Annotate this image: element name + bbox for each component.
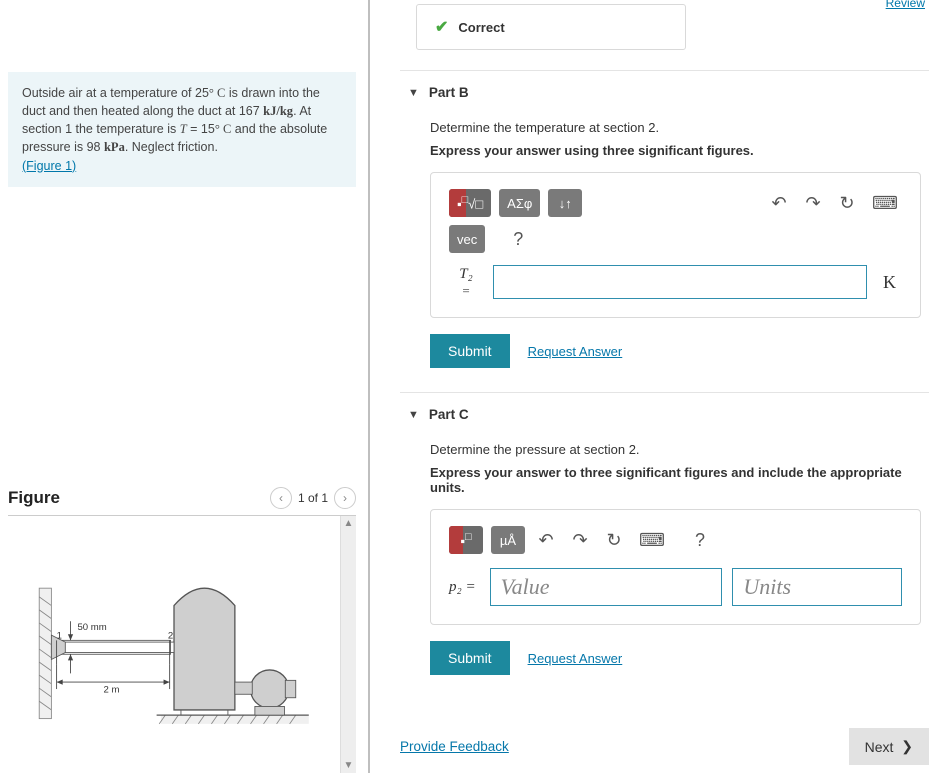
vec-button[interactable]: vec — [449, 225, 485, 253]
part-c-units-input[interactable]: Units — [732, 568, 902, 606]
footer: Provide Feedback Next ❯ — [400, 720, 929, 765]
figure-body: 50 mm 1 2 2 m ▲ ▼ — [8, 516, 356, 773]
help-icon[interactable]: ? — [501, 225, 535, 253]
part-c-subprompt: Express your answer to three significant… — [430, 465, 921, 495]
svg-text:2: 2 — [168, 630, 173, 641]
part-b-answer-input[interactable] — [493, 265, 867, 299]
undo-icon[interactable]: ↶ — [766, 191, 792, 216]
figure-prev-button[interactable]: ‹ — [270, 487, 292, 509]
deg-unit: ° C — [209, 86, 225, 100]
figure-header: Figure ‹ 1 of 1 › — [8, 487, 356, 516]
part-c-variable: p₂ = — [449, 579, 480, 596]
subscript-button[interactable]: ↓↑ — [548, 189, 582, 217]
part-b-header[interactable]: ▼ Part B — [400, 70, 929, 114]
undo-icon[interactable]: ↶ — [533, 528, 559, 553]
reset-icon[interactable]: ↻ — [834, 191, 860, 216]
redo-icon[interactable]: ↷ — [567, 528, 593, 553]
next-button[interactable]: Next ❯ — [849, 728, 929, 765]
provide-feedback-link[interactable]: Provide Feedback — [400, 739, 509, 754]
figure-next-button[interactable]: › — [334, 487, 356, 509]
part-c-toolbar: ▪□ µÅ ↶ ↷ ↻ ⌨ ? — [449, 526, 902, 554]
part-b-submit-button[interactable]: Submit — [430, 334, 510, 368]
part-c-header[interactable]: ▼ Part C — [400, 392, 929, 436]
keyboard-icon[interactable]: ⌨ — [635, 528, 669, 553]
figure-scrollbar[interactable]: ▲ ▼ — [340, 516, 356, 773]
scroll-up-icon[interactable]: ▲ — [341, 516, 356, 532]
part-c-body: Determine the pressure at section 2. Exp… — [400, 436, 929, 699]
template-button[interactable]: ▪□√□ — [449, 189, 491, 217]
chevron-right-icon: ❯ — [897, 738, 913, 755]
keyboard-icon[interactable]: ⌨ — [868, 191, 902, 216]
correct-feedback: ✔ Correct — [416, 4, 686, 50]
part-b-title: Part B — [429, 85, 469, 100]
deg-unit: ° C — [215, 122, 231, 136]
figure-title: Figure — [8, 488, 60, 508]
T-symbol: T — [180, 122, 187, 136]
scroll-down-icon[interactable]: ▼ — [341, 757, 356, 773]
part-b-input-row: T₂= K — [449, 265, 902, 299]
part-b-prompt: Determine the temperature at section 2. — [430, 120, 921, 135]
part-b-body: Determine the temperature at section 2. … — [400, 114, 929, 392]
part-b-unit: K — [877, 272, 902, 293]
part-b-toolbar-1: ▪□√□ ΑΣφ ↓↑ ↶ ↷ ↻ ⌨ — [449, 189, 902, 217]
redo-icon[interactable]: ↷ — [800, 191, 826, 216]
part-c-title: Part C — [429, 407, 469, 422]
template-button[interactable]: ▪□ — [449, 526, 483, 554]
part-c-answer-panel: ▪□ µÅ ↶ ↷ ↻ ⌨ ? p₂ = Value Units — [430, 509, 921, 625]
figure-link[interactable]: (Figure 1) — [22, 159, 76, 173]
part-c-actions: Submit Request Answer — [430, 641, 921, 675]
figure-pager-label: 1 of 1 — [298, 491, 328, 505]
units-kjkg: kJ/kg — [263, 104, 293, 118]
part-b-request-answer[interactable]: Request Answer — [528, 344, 623, 359]
problem-statement: Outside air at a temperature of 25° C is… — [8, 72, 356, 187]
collapse-icon: ▼ — [408, 87, 419, 99]
part-b-subprompt: Express your answer using three signific… — [430, 143, 921, 158]
correct-label: Correct — [458, 20, 504, 35]
checkmark-icon: ✔ — [435, 17, 448, 37]
svg-text:2 m: 2 m — [104, 684, 120, 695]
greek-button[interactable]: ΑΣφ — [499, 189, 540, 217]
problem-text: Outside air at a temperature of 25 — [22, 86, 209, 100]
figure-image: 50 mm 1 2 2 m — [8, 516, 340, 773]
review-link[interactable]: Review — [886, 0, 925, 10]
units-kpa: kPa — [104, 140, 125, 154]
T-value: = 15 — [187, 122, 215, 136]
units-button[interactable]: µÅ — [491, 526, 525, 554]
reset-icon[interactable]: ↻ — [601, 528, 627, 553]
part-b-toolbar-2: vec ? — [449, 225, 902, 253]
part-b-variable: T₂= — [449, 266, 483, 299]
right-column: Review ✔ Correct ▼ Part B Determine the … — [370, 0, 937, 773]
part-c-value-input[interactable]: Value — [490, 568, 723, 606]
part-c-prompt: Determine the pressure at section 2. — [430, 442, 921, 457]
help-icon[interactable]: ? — [683, 526, 717, 554]
svg-text:50 mm: 50 mm — [77, 622, 106, 633]
part-b-actions: Submit Request Answer — [430, 334, 921, 368]
part-c-request-answer[interactable]: Request Answer — [528, 651, 623, 666]
left-column: Outside air at a temperature of 25° C is… — [0, 0, 370, 773]
part-c-submit-button[interactable]: Submit — [430, 641, 510, 675]
collapse-icon: ▼ — [408, 409, 419, 421]
part-c-input-row: p₂ = Value Units — [449, 568, 902, 606]
part-b-answer-panel: ▪□√□ ΑΣφ ↓↑ ↶ ↷ ↻ ⌨ vec ? T₂= — [430, 172, 921, 318]
problem-text: . Neglect friction. — [125, 140, 218, 154]
svg-text:1: 1 — [57, 630, 62, 641]
figure-pager: ‹ 1 of 1 › — [270, 487, 356, 509]
